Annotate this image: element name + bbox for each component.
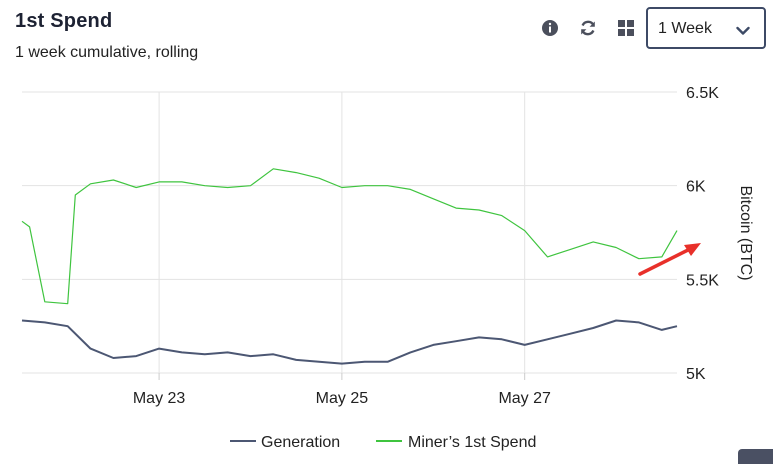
chart-grid xyxy=(22,91,677,380)
annotation-arrow xyxy=(638,243,701,276)
y-tick-label: 5.5K xyxy=(686,272,719,289)
y-axis-label: Bitcoin (BTC) xyxy=(737,185,754,280)
legend-miners-first-spend: Miner’s 1st Spend xyxy=(408,434,536,451)
info-icon[interactable] xyxy=(538,16,562,40)
period-select[interactable]: 1 Week xyxy=(646,7,766,49)
y-tick-label: 5K xyxy=(686,366,706,383)
chart-subtitle: 1 week cumulative, rolling xyxy=(15,44,199,61)
widget-header: 1st Spend 1 week cumulative, rolling 1 W… xyxy=(0,0,773,80)
chart-title: 1st Spend xyxy=(15,10,113,32)
refresh-icon[interactable] xyxy=(576,16,600,40)
chart-series xyxy=(21,168,678,365)
chevron-down-icon xyxy=(736,23,750,41)
chart-legend: Generation Miner’s 1st Spend xyxy=(230,434,536,451)
y-tick-label: 6K xyxy=(686,179,706,196)
chat-widget-tab[interactable] xyxy=(738,449,773,464)
y-tick-label: 6.5K xyxy=(686,85,719,102)
period-select-value: 1 Week xyxy=(658,20,712,37)
x-tick-label: May 23 xyxy=(133,390,186,407)
grid-icon[interactable] xyxy=(614,16,638,40)
legend-generation: Generation xyxy=(261,434,340,451)
series-line-generation xyxy=(21,319,678,365)
chart-ticks: 5K 5.5K 6K 6.5K May 23 May 25 May 27 xyxy=(133,85,719,407)
x-tick-label: May 27 xyxy=(498,390,551,407)
x-tick-label: May 25 xyxy=(316,390,369,407)
series-line-miners-first-spend xyxy=(21,168,678,305)
